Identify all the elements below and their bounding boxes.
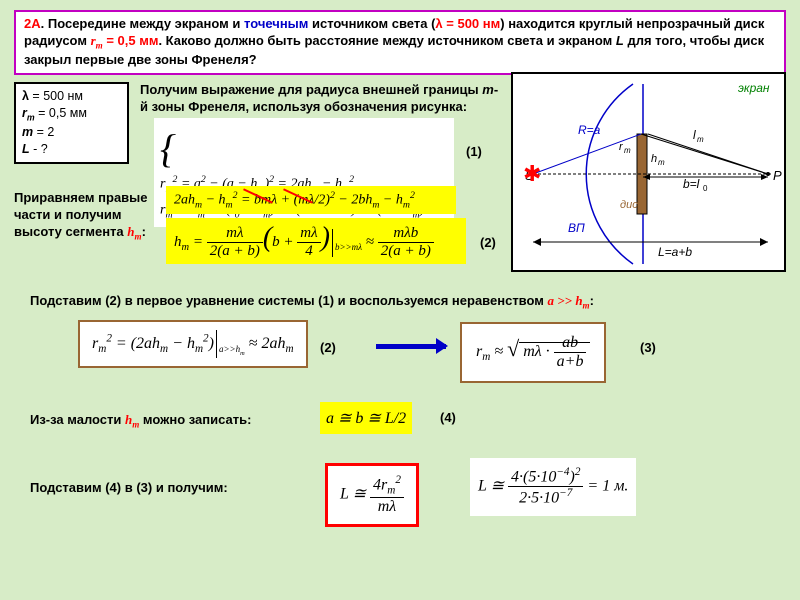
svg-text:l: l xyxy=(693,128,696,142)
label-2b: (2) xyxy=(320,340,336,355)
equation-4: a ≅ b ≅ L/2 xyxy=(320,402,412,434)
equation-L-formula: L ≅ 4rm2mλ xyxy=(325,463,419,527)
svg-text:0: 0 xyxy=(703,184,708,193)
svg-text:m: m xyxy=(658,158,665,167)
equate-text: Приравняем правые части и получим высоту… xyxy=(14,190,159,243)
equation-rm-result: rm ≈ √mλ · aba+b xyxy=(460,322,606,383)
svg-text:экран: экран xyxy=(738,81,770,95)
substitute-text: Подставим (2) в первое уравнение системы… xyxy=(30,293,770,312)
problem-number: 2A xyxy=(24,16,41,31)
svg-text:диск: диск xyxy=(620,199,644,211)
equation-3: rm2 = (2ahm − hm2)a>>hm ≈ 2ahm xyxy=(78,320,308,368)
derivation-intro: Получим выражение для радиуса внешней гр… xyxy=(140,82,500,116)
svg-text:ВП: ВП xyxy=(568,221,585,235)
arrow-icon xyxy=(376,344,446,349)
svg-text:R=a: R=a xyxy=(578,123,601,137)
problem-statement: 2A. Посередине между экраном и точечным … xyxy=(14,10,786,75)
svg-text:h: h xyxy=(651,153,657,165)
approx-text: Из-за малости hm можно записать: xyxy=(30,412,330,431)
svg-text:P: P xyxy=(773,168,782,183)
svg-text:✱: ✱ xyxy=(523,161,541,186)
fresnel-diagram: S P экран R=a rm lm hm b=l0 диск ВП L=a+… xyxy=(511,72,786,272)
given-values: λ = 500 нм rm = 0,5 мм m = 2 L - ? xyxy=(14,82,129,164)
label-2: (2) xyxy=(480,235,496,250)
label-3: (3) xyxy=(640,340,656,355)
svg-text:L=a+b: L=a+b xyxy=(658,245,692,259)
label-4: (4) xyxy=(440,410,456,425)
equation-2-bottom: hm = mλ2(a + b)(b + mλ4)b>>mλ ≈ mλb2(a +… xyxy=(166,218,466,264)
label-1: (1) xyxy=(466,144,482,159)
svg-text:m: m xyxy=(697,135,704,144)
equation-L-numeric: L ≅ 4·(5·10−4)22·5·10−7 = 1 м. xyxy=(470,458,636,516)
final-sub-text: Подставим (4) в (3) и получим: xyxy=(30,480,330,497)
svg-text:b=l: b=l xyxy=(683,177,700,191)
svg-text:m: m xyxy=(624,146,631,155)
